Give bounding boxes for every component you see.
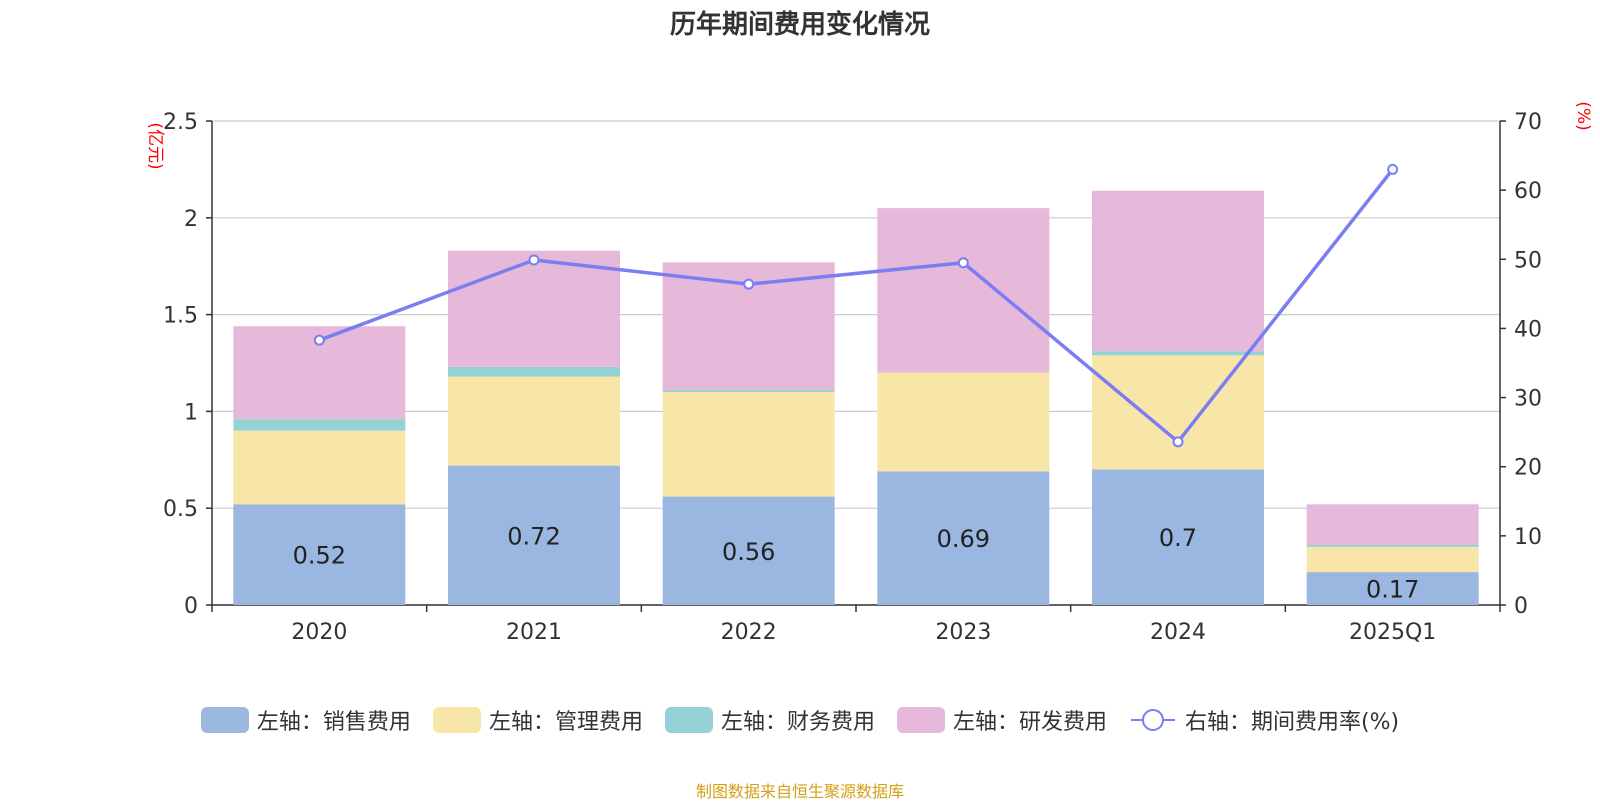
chart-title: 历年期间费用变化情况: [669, 10, 930, 40]
legend-label-sales: 左轴：销售费用: [256, 710, 411, 735]
bar-sales: [233, 504, 406, 605]
x-tick-label: 2024: [1150, 620, 1206, 645]
legend: 左轴：销售费用 左轴：管理费用 左轴：财务费用 左轴：研发费用 右轴：期间费用率…: [0, 702, 1600, 738]
y-right-tick-label: 30: [1514, 387, 1542, 412]
y-right-tick-label: 50: [1514, 248, 1542, 273]
bar-admin: [877, 372, 1050, 472]
legend-item-rd[interactable]: 左轴：研发费用: [896, 704, 1107, 736]
legend-swatch-admin: [432, 707, 481, 733]
legend-item-finance[interactable]: 左轴：财务费用: [664, 704, 875, 736]
rate-point: [743, 278, 755, 290]
bar-sales: [662, 496, 835, 605]
bar-finance: [233, 419, 406, 431]
y-left-unit-label: (亿元): [145, 122, 165, 169]
data-label: 0.7: [1159, 524, 1197, 552]
legend-line-marker-icon: [1130, 709, 1175, 731]
legend-item-sales[interactable]: 左轴：销售费用: [200, 704, 411, 736]
y-left-tick-label: 0: [184, 594, 198, 619]
legend-label-rate: 右轴：期间费用率(%): [1184, 710, 1400, 735]
data-label: 0.52: [293, 542, 346, 570]
rate-point: [528, 254, 540, 266]
data-label: 0.69: [937, 525, 990, 553]
y-left-tick-label: 2.5: [163, 110, 198, 135]
bar-finance: [662, 390, 835, 393]
expense-chart: 0 0.5 1 1.5 2 2.5 0 10 20 30 40 50 60 70 (亿元) (%) 2020 20…: [145, 101, 1593, 645]
legend-swatch-finance: [664, 707, 713, 733]
bar-admin: [662, 392, 835, 497]
source-note: 制图数据来自恒生聚源数据库: [695, 782, 904, 801]
y-right-tick-label: 70: [1514, 110, 1542, 135]
bar-finance: [1306, 544, 1479, 547]
y-right-tick-label: 40: [1514, 317, 1542, 342]
bar-admin: [448, 376, 620, 466]
rate-point: [1172, 436, 1184, 448]
data-label: 0.72: [507, 522, 560, 550]
legend-swatch-sales: [200, 707, 249, 733]
legend-swatch-rd: [896, 707, 945, 733]
y-left-tick-label: 0.5: [163, 497, 198, 522]
legend-item-admin[interactable]: 左轴：管理费用: [432, 704, 643, 736]
rate-line: [318, 168, 1395, 444]
bar-sales: [877, 471, 1050, 605]
y-left-tick-label: 1.5: [163, 304, 198, 329]
bar-admin: [233, 430, 406, 505]
rate-point: [313, 334, 325, 346]
y-right-tick-label: 0: [1514, 594, 1528, 619]
y-left-tick-label: 1: [184, 400, 198, 425]
bar-admin: [1306, 546, 1479, 573]
bar-sales: [448, 465, 620, 605]
bar-admin: [1092, 355, 1264, 470]
bar-rd: [1092, 190, 1264, 352]
bar-rd: [1306, 504, 1479, 545]
rate-point: [1387, 163, 1399, 175]
y-right-tick-label: 20: [1514, 456, 1542, 481]
bar-sales: [1306, 572, 1479, 605]
x-tick-label: 2020: [291, 620, 347, 645]
x-tick-label: 2022: [721, 620, 777, 645]
x-tick-label: 2023: [935, 620, 991, 645]
x-tick-label: 2021: [506, 620, 562, 645]
bar-rd: [877, 208, 1050, 373]
legend-label-rd: 左轴：研发费用: [952, 710, 1107, 735]
data-label: 0.17: [1366, 576, 1419, 604]
y-right-tick-label: 60: [1514, 179, 1542, 204]
legend-label-finance: 左轴：财务费用: [720, 710, 875, 735]
rate-point: [957, 257, 969, 269]
legend-item-rate[interactable]: 右轴：期间费用率(%): [1129, 704, 1399, 736]
bar-finance: [1092, 351, 1264, 356]
legend-label-admin: 左轴：管理费用: [488, 710, 643, 735]
y-right-unit-label: (%): [1573, 101, 1593, 130]
bar-finance: [448, 366, 620, 377]
y-left-tick-label: 2: [184, 207, 198, 232]
y-right-tick-label: 10: [1514, 525, 1542, 550]
bar-sales: [1092, 469, 1264, 605]
data-label: 0.56: [722, 538, 775, 566]
x-tick-label: 2025Q1: [1349, 620, 1436, 645]
bar-rd: [448, 250, 620, 367]
